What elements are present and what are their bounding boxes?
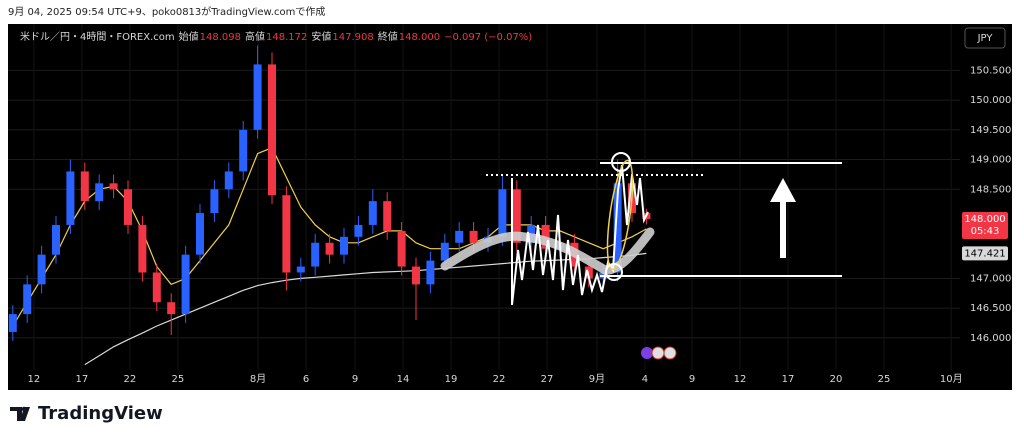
zigzag — [511, 164, 649, 306]
candle-body — [282, 195, 291, 273]
x-tick-label: 6 — [303, 374, 309, 385]
ohlc-value: 148.000 — [399, 32, 440, 43]
event-icon — [663, 346, 677, 360]
x-tick-label: 10月 — [940, 373, 963, 385]
x-tick-label: 4 — [642, 374, 648, 385]
candle-body — [95, 183, 104, 202]
change: −0.097 (−0.07%) — [444, 32, 532, 43]
currency[interactable]: JPY — [977, 33, 994, 44]
y-tick-label: 149.000 — [970, 155, 1011, 166]
brand: TradingView — [38, 403, 163, 424]
candle-body — [268, 64, 277, 196]
candle-body — [354, 224, 363, 237]
price-label: 147.421 — [964, 248, 1005, 259]
candle-body — [426, 260, 435, 285]
ohlc-value: 148.172 — [266, 32, 307, 43]
candle-body — [37, 254, 46, 285]
top-circle — [611, 152, 631, 172]
x-tick-label: 9 — [689, 374, 695, 385]
x-tick-label: 14 — [397, 374, 410, 385]
y-tick-label: 150.500 — [970, 65, 1011, 76]
brand-logo — [10, 406, 30, 421]
y-tick-label: 148.500 — [970, 184, 1011, 195]
up-arrow — [770, 178, 796, 258]
ohlc-value: 147.908 — [332, 32, 373, 43]
candle-body — [253, 64, 262, 130]
candle-body — [8, 314, 17, 332]
candle-body — [440, 242, 449, 261]
price-label-box — [962, 211, 1008, 239]
candle-body — [224, 171, 233, 190]
x-tick-label: 22 — [493, 374, 506, 385]
y-tick-label: 146.000 — [970, 333, 1011, 344]
candle-body — [239, 129, 248, 172]
yellow-ellipse — [606, 159, 634, 271]
candle-body — [23, 284, 32, 315]
legend-header: 米ドル／円・4時間・FOREX.com 始値148.098 高値148.172 安値1… — [20, 30, 532, 43]
x-tick-label: 8月 — [250, 373, 266, 385]
bottom-circle — [605, 263, 623, 281]
candle-body — [210, 189, 219, 214]
countdown: 05:43 — [971, 226, 1000, 237]
x-tick-label: 22 — [124, 374, 137, 385]
x-tick-label: 25 — [878, 374, 891, 385]
candle-body — [167, 302, 176, 315]
candle-body — [152, 272, 161, 303]
ohlc-name: 高値 — [245, 30, 265, 43]
price-label: 148.000 — [964, 214, 1005, 225]
candle-body — [397, 230, 406, 267]
event-icon — [641, 347, 653, 359]
candle-body — [383, 201, 392, 231]
caption: 9月 04, 2025 09:54 UTC+9、poko0813がTrading… — [8, 5, 325, 18]
candle-body — [613, 183, 622, 273]
candle-body — [368, 201, 377, 225]
candle-body — [412, 266, 421, 285]
x-tick-label: 20 — [830, 374, 843, 385]
price-label-box — [962, 246, 1008, 261]
candle-body — [181, 254, 190, 315]
x-tick-label: 12 — [28, 374, 41, 385]
candle-body — [498, 189, 507, 237]
y-tick-label: 149.500 — [970, 125, 1011, 136]
candle-body — [196, 213, 205, 255]
ohlc-value: 148.098 — [200, 32, 241, 43]
candle-body — [584, 266, 593, 279]
x-tick-label: 25 — [172, 374, 185, 385]
x-tick-label: 9月 — [589, 373, 605, 385]
ohlc-name: 終値 — [378, 30, 398, 43]
candle-body — [124, 189, 133, 225]
y-tick-label: 150.000 — [970, 95, 1011, 106]
candle-body — [66, 171, 75, 225]
currency-button[interactable] — [964, 27, 1006, 49]
candle-body — [455, 230, 464, 243]
candle-body — [52, 224, 61, 255]
drawings — [440, 152, 842, 360]
x-tick-label: 19 — [445, 374, 458, 385]
candle-body — [296, 266, 305, 273]
candle-body — [138, 224, 147, 273]
ohlc-name: 始値 — [179, 30, 199, 43]
event-icon — [651, 346, 665, 360]
candle-body — [311, 242, 320, 267]
candle-body — [109, 183, 118, 190]
candle-body — [325, 242, 334, 255]
y-tick-label: 146.500 — [970, 303, 1011, 314]
x-tick-label: 9 — [352, 374, 358, 385]
candle-body — [340, 236, 349, 255]
candle-body — [512, 189, 521, 243]
moving-average — [84, 252, 647, 366]
trend-brush — [440, 227, 655, 275]
x-tick-label: 17 — [76, 374, 89, 385]
x-tick-label: 12 — [734, 374, 747, 385]
candle-body — [80, 171, 89, 202]
x-tick-label: 27 — [541, 374, 554, 385]
ohlc-name: 安値 — [311, 30, 331, 43]
x-tick-label: 17 — [782, 374, 795, 385]
chart-background — [8, 24, 1012, 390]
candle-body — [469, 230, 478, 243]
symbol: 米ドル／円・4時間・FOREX.com — [20, 30, 175, 43]
y-tick-label: 147.000 — [970, 273, 1011, 284]
